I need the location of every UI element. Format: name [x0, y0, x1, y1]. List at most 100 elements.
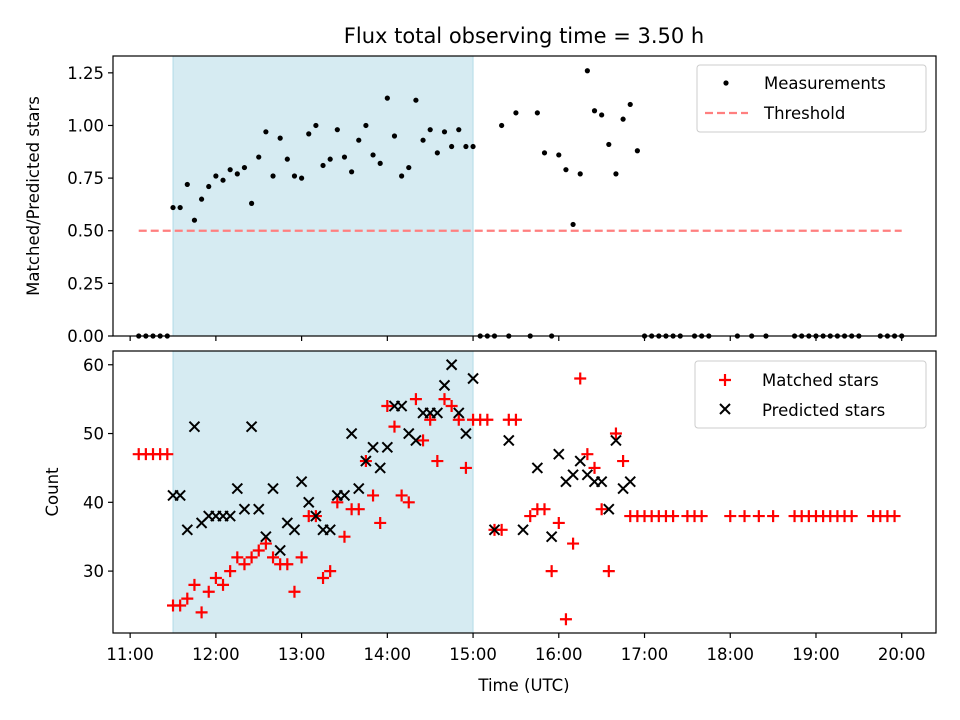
legend-predicted-label: Predicted stars	[762, 401, 885, 420]
measurement-point	[499, 122, 505, 129]
predicted-star-point	[174, 489, 186, 502]
x-tick-label: 13:00	[278, 645, 326, 664]
predicted-star-point	[353, 482, 365, 495]
measurement-point	[191, 217, 198, 223]
predicted-star-point	[438, 379, 451, 392]
matched-star-point	[395, 489, 408, 502]
measurement-point	[234, 171, 240, 177]
matched-star-point	[417, 434, 430, 447]
measurement-point	[184, 181, 190, 188]
measurement-point	[370, 152, 376, 158]
measurement-point	[270, 173, 276, 179]
top-legend: Measurements Threshold	[696, 64, 927, 133]
predicted-star-point	[445, 359, 458, 371]
matched-star-point	[767, 510, 780, 523]
matched-star-point	[545, 565, 558, 578]
matched-star-point	[538, 503, 551, 516]
matched-star-point	[667, 510, 680, 523]
measurement-point	[441, 129, 448, 135]
predicted-star-point	[303, 496, 315, 509]
measurement-point	[513, 110, 519, 116]
measurement-point	[213, 173, 219, 179]
top-y-ticks: 0.00 0.25 0.50 0.75 1.00 1.25	[67, 64, 113, 346]
measurement-point	[399, 173, 405, 179]
matched-star-point	[752, 510, 765, 523]
matched-star-point	[245, 551, 258, 564]
measurement-point	[599, 112, 605, 118]
matched-star-point	[574, 372, 587, 385]
matched-star-point	[324, 565, 337, 578]
measurement-point	[170, 204, 176, 211]
measurement-point	[606, 141, 612, 148]
measurement-point	[341, 154, 348, 160]
matched-star-point	[552, 516, 565, 529]
measurement-point	[198, 196, 205, 202]
x-tick-label: 19:00	[792, 645, 840, 664]
matched-star-point	[424, 413, 437, 426]
predicted-star-point	[503, 434, 515, 447]
predicted-star-point	[324, 524, 336, 536]
measurement-point	[241, 164, 248, 171]
measurement-point	[177, 204, 183, 211]
matched-star-point	[317, 571, 330, 584]
legend-measurements-label: Measurements	[764, 74, 886, 93]
matched-star-point	[259, 537, 272, 550]
top-marks	[136, 68, 905, 339]
observing-window-shade	[172, 55, 474, 337]
matched-star-point	[559, 613, 572, 626]
matched-star-point	[374, 516, 387, 529]
matched-star-point	[161, 448, 174, 461]
predicted-star-point	[545, 530, 558, 543]
measurement-point	[620, 116, 626, 122]
matched-star-point	[617, 455, 630, 468]
predicted-star-point	[381, 441, 394, 454]
matched-star-point	[402, 496, 415, 509]
predicted-star-point	[410, 434, 422, 447]
matched-star-point	[217, 578, 230, 591]
predicted-star-point	[253, 503, 265, 515]
measurement-point	[470, 143, 476, 150]
measurement-point	[206, 183, 212, 190]
measurement-point	[227, 167, 233, 173]
top-y-axis-label: Matched/Predicted stars	[24, 96, 43, 296]
matched-star-point	[338, 530, 351, 543]
y-tick-label: 0.25	[67, 274, 104, 293]
bottom-y-ticks: 30 40 50 60	[83, 356, 113, 581]
measurement-point	[256, 154, 262, 160]
matched-star-point	[409, 393, 422, 406]
predicted-star-point	[360, 455, 372, 467]
matched-star-point	[367, 489, 380, 502]
predicted-star-point	[238, 503, 251, 515]
predicted-star-point	[567, 469, 579, 481]
measurement-point	[306, 131, 312, 137]
matched-star-point	[181, 592, 194, 605]
matched-star-point	[381, 400, 394, 413]
measurement-point	[406, 164, 412, 171]
legend-predicted-marker	[719, 403, 731, 415]
measurement-point	[313, 122, 319, 129]
x-tick-label: 15:00	[449, 645, 497, 664]
predicted-star-point	[345, 427, 358, 440]
legend-matched-label: Matched stars	[762, 371, 879, 390]
matched-star-point	[281, 558, 294, 571]
measurement-point	[220, 177, 226, 183]
matched-star-point	[238, 558, 251, 571]
bottom-legend: Matched stars Predicted stars	[694, 360, 927, 429]
measurement-point	[277, 135, 283, 141]
predicted-star-point	[603, 503, 615, 515]
top-legend-box	[696, 64, 927, 133]
predicted-star-point	[274, 544, 286, 557]
x-tick-label: 20:00	[878, 645, 926, 664]
y-tick-label: 0.50	[67, 222, 104, 241]
measurement-point	[284, 156, 290, 162]
measurement-point	[356, 137, 362, 143]
matched-star-point	[445, 400, 458, 413]
matched-star-point	[252, 544, 265, 557]
measurement-point	[299, 175, 305, 181]
measurement-point	[420, 137, 426, 143]
matched-star-point	[438, 393, 451, 406]
matched-star-point	[452, 413, 465, 426]
y-tick-label: 30	[83, 562, 104, 581]
predicted-star-point	[453, 407, 465, 419]
